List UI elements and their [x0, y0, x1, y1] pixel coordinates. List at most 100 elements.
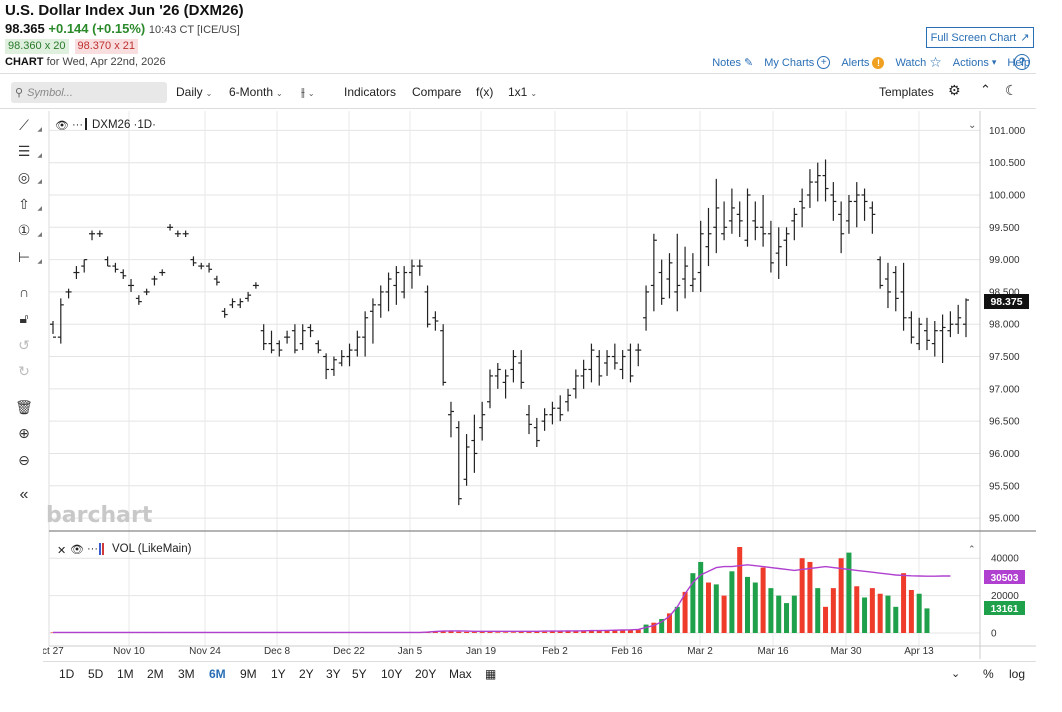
indicators-button[interactable]: Indicators	[344, 85, 397, 99]
ohlc-bar	[377, 285, 384, 318]
ohlc-bar	[96, 230, 103, 237]
period-button-6m[interactable]: 6M	[209, 667, 226, 681]
actions-link[interactable]: Actions ▾	[953, 57, 997, 69]
fibonacci-tool-icon[interactable]: ☰ ◢	[17, 142, 42, 160]
log-toggle[interactable]: log	[1009, 667, 1026, 681]
ohlc-bar	[57, 298, 64, 344]
period-button-3m[interactable]: 3M	[178, 667, 195, 681]
price-tick-label: 101.000	[989, 126, 1026, 137]
eye-icon[interactable]: 👁︎	[55, 120, 69, 132]
period-button-2y[interactable]: 2Y	[299, 667, 314, 681]
percent-toggle[interactable]: %	[983, 667, 994, 681]
ohlc-bar	[611, 343, 618, 370]
volume-bar	[503, 632, 509, 633]
help-icon[interactable]: ?	[1014, 54, 1030, 70]
period-button-3y[interactable]: 3Y	[326, 667, 341, 681]
chevron-down-icon: ▾	[991, 57, 997, 67]
ohlc-bar	[284, 330, 291, 344]
volume-bar	[573, 630, 579, 633]
range-dropdown[interactable]: 6-Month ⌄	[229, 85, 283, 99]
annotation-tool-icon[interactable]: ① ◢	[17, 221, 42, 239]
lock-icon[interactable]: 🔓︎	[19, 309, 29, 326]
volume-bars	[50, 547, 951, 634]
redo-icon[interactable]: ↻	[18, 362, 30, 379]
ohlc-bar	[159, 269, 166, 276]
bid-ask: 98.360 x 20 98.370 x 21	[5, 39, 138, 54]
period-button-9m[interactable]: 9M	[240, 667, 257, 681]
zoom-in-icon[interactable]: ⊕	[18, 424, 30, 441]
volume-bar	[830, 588, 836, 633]
trendline-tool-icon[interactable]: ⟋ ◢	[19, 116, 42, 134]
volume-tick-label: 20000	[991, 591, 1019, 602]
collapse-left-icon[interactable]: «	[19, 486, 29, 503]
function-button[interactable]: f(x)	[476, 85, 494, 99]
more-icon[interactable]: ···	[87, 543, 98, 555]
volume-average-line	[53, 564, 951, 634]
price-tick-label: 98.500	[989, 287, 1020, 298]
fullscreen-chart-button[interactable]: Full Screen Chart ↗	[926, 27, 1034, 48]
alerts-link[interactable]: Alerts!	[841, 56, 885, 69]
gear-icon[interactable]: ⚙	[948, 82, 961, 98]
eye-icon[interactable]: 👁︎	[70, 544, 84, 556]
period-button-1m[interactable]: 1M	[117, 667, 134, 681]
measure-tool-icon[interactable]: ⊢ ◢	[17, 248, 42, 266]
ohlc-bar	[619, 350, 626, 380]
symbol-search-input[interactable]: ⚲ Symbol...	[11, 82, 167, 103]
compare-button[interactable]: Compare	[412, 85, 462, 99]
ohlc-bar	[198, 262, 205, 270]
dark-mode-icon[interactable]: ☾	[1005, 82, 1018, 98]
chart-label: CHART	[5, 56, 44, 68]
period-button-20y[interactable]: 20Y	[415, 667, 437, 681]
notes-link[interactable]: Notes ✎	[712, 56, 753, 70]
templates-button[interactable]: Templates	[879, 85, 934, 99]
ohlc-bar	[65, 288, 72, 299]
shapes-tool-icon[interactable]: ◎ ◢	[17, 168, 42, 186]
period-button-10y[interactable]: 10Y	[381, 667, 403, 681]
volume-bar	[721, 595, 727, 633]
chart-date: for Wed, Apr 22nd, 2026	[46, 56, 166, 68]
ohlc-bar	[814, 162, 821, 202]
interval-dropdown[interactable]: Daily ⌄	[176, 85, 212, 99]
period-button-1y[interactable]: 1Y	[271, 667, 286, 681]
volume-bar	[846, 552, 852, 633]
period-button-5y[interactable]: 5Y	[352, 667, 367, 681]
last-price: 98.365	[5, 21, 45, 36]
chevron-up-icon[interactable]: ⌃	[968, 544, 976, 554]
volume-bar	[612, 630, 618, 633]
chevron-double-down-icon[interactable]: ⌄	[951, 668, 961, 680]
ohlc-bar	[143, 288, 150, 296]
ohlc-bar	[50, 321, 56, 338]
mycharts-link[interactable]: My Charts +	[764, 56, 831, 69]
range-label: 6-Month	[229, 85, 274, 99]
trash-icon[interactable]: 🗑︎	[15, 398, 33, 415]
layout-dropdown[interactable]: 1x1 ⌄	[508, 85, 537, 99]
chevron-down-icon: ⌄	[276, 89, 283, 98]
period-button-5d[interactable]: 5D	[88, 667, 104, 681]
collapse-up-icon[interactable]: ⌃	[980, 82, 991, 97]
price-chart[interactable]: 101.000100.500100.00099.50099.00098.5009…	[43, 111, 1036, 659]
ohlc-bar	[713, 178, 720, 254]
volume-bar	[604, 630, 610, 633]
volume-tick-label: 40000	[991, 554, 1019, 565]
chart-type-dropdown[interactable]: ⫲ ⌄	[301, 85, 315, 100]
calendar-icon[interactable]: ▦	[485, 667, 497, 681]
arrow-tool-icon[interactable]: ⇧ ◢	[18, 195, 42, 213]
undo-icon[interactable]: ↺	[18, 336, 30, 353]
more-icon[interactable]: ···	[72, 119, 83, 131]
ohlc-bar	[89, 230, 96, 241]
period-button-2m[interactable]: 2M	[147, 667, 164, 681]
period-button-1d[interactable]: 1D	[59, 667, 75, 681]
ohlc-bar	[596, 350, 603, 386]
zoom-out-icon[interactable]: ⊖	[18, 451, 30, 468]
ohlc-bar	[518, 350, 525, 389]
ohlc-bar	[213, 275, 220, 286]
watch-link[interactable]: Watch ☆	[895, 54, 941, 71]
magnet-icon[interactable]: ∩	[18, 284, 30, 300]
volume-bar	[791, 595, 797, 633]
chevron-down-icon[interactable]: ⌄	[968, 120, 976, 131]
ohlc-bar	[557, 395, 564, 422]
time-tick-label: Feb 2	[542, 646, 568, 657]
close-icon[interactable]: ✕	[57, 545, 66, 557]
bid-value: 98.360 x 20	[5, 39, 69, 54]
period-button-max[interactable]: Max	[449, 667, 472, 681]
